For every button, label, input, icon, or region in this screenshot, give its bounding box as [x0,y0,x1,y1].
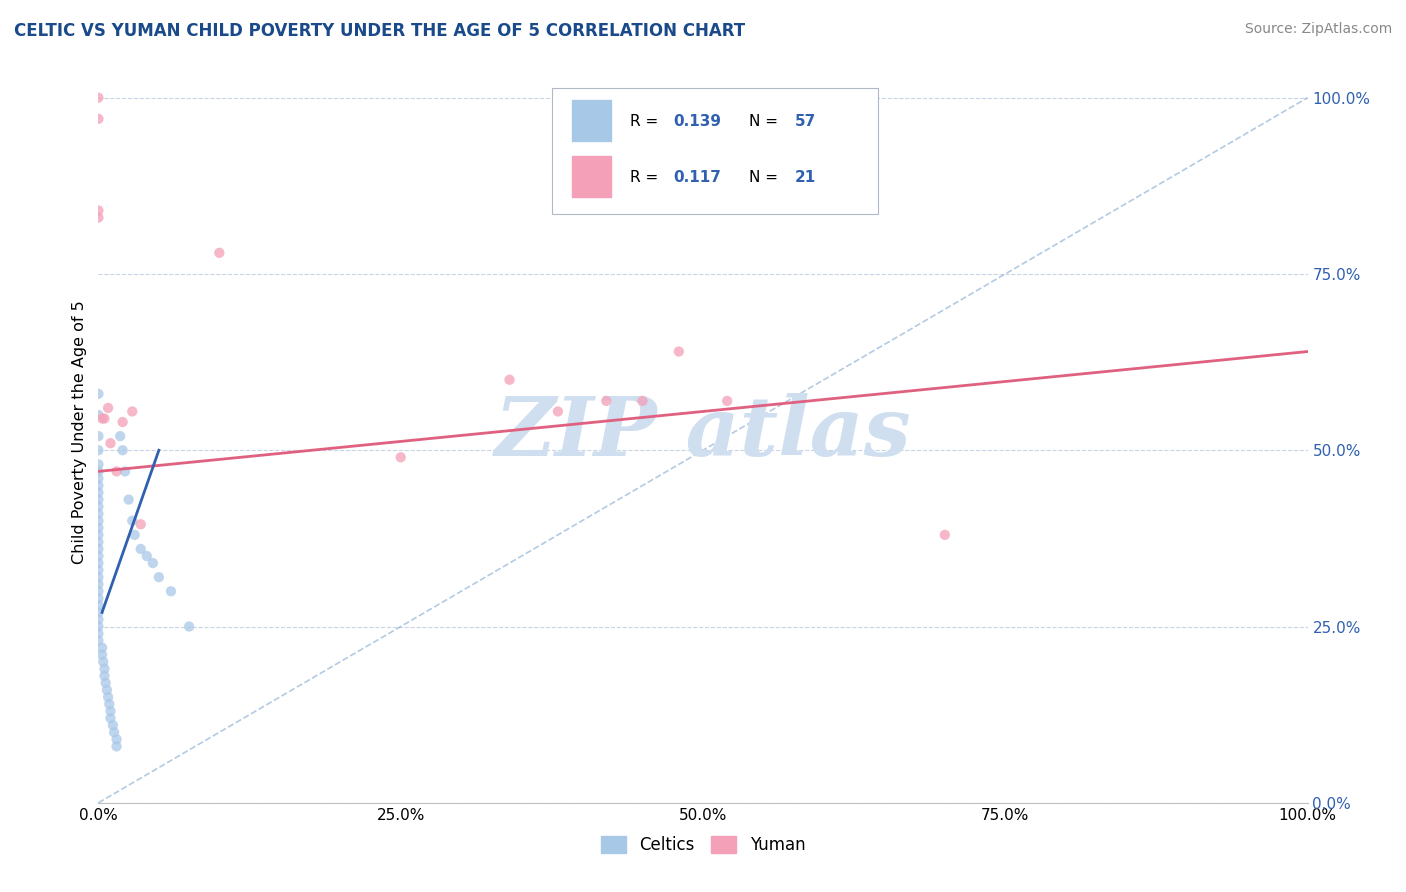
Point [87,612,110,626]
Point [129,541,152,556]
Text: ZIP atlas: ZIP atlas [495,392,911,473]
Point [100,704,122,718]
Point [93,662,115,676]
Point [87,599,110,613]
Point [105,732,128,747]
Text: N =: N = [749,114,783,129]
Point [87,464,110,478]
Bar [572,156,612,196]
Point [108,429,131,443]
Point [105,739,128,754]
Point [498,373,520,387]
Text: R =: R = [630,114,664,129]
Point [87,619,110,633]
Point [94,676,117,690]
Point [87,500,110,514]
Point [716,393,738,408]
Text: 21: 21 [794,169,815,185]
Point [87,429,110,443]
Point [87,211,110,225]
Point [87,541,110,556]
Point [87,626,110,640]
Point [100,711,122,725]
Point [87,521,110,535]
Point [160,584,183,599]
Point [87,387,110,401]
Text: 0.117: 0.117 [672,169,721,185]
Point [100,436,122,450]
Point [91,640,114,655]
Text: R =: R = [630,169,664,185]
Point [148,570,170,584]
Point [103,725,125,739]
Point [91,648,114,662]
Point [208,245,231,260]
Point [87,556,110,570]
Point [87,408,110,422]
Point [87,471,110,485]
Y-axis label: Child Poverty Under the Age of 5: Child Poverty Under the Age of 5 [72,301,87,565]
Point [97,401,120,415]
Point [87,549,110,563]
Legend: Celtics, Yuman: Celtics, Yuman [595,830,811,861]
Point [93,669,115,683]
Text: 57: 57 [794,114,815,129]
Point [87,443,110,458]
Point [91,655,114,669]
Point [547,404,569,418]
Point [87,507,110,521]
Point [129,517,152,532]
Point [101,718,124,732]
Point [87,563,110,577]
Point [121,514,143,528]
Point [179,619,201,633]
Text: N =: N = [749,169,783,185]
Point [114,464,136,478]
Point [111,443,134,458]
Text: 0.139: 0.139 [672,114,721,129]
Point [87,492,110,507]
Point [87,528,110,542]
Point [91,411,114,425]
Point [87,514,110,528]
Text: CELTIC VS YUMAN CHILD POVERTY UNDER THE AGE OF 5 CORRELATION CHART: CELTIC VS YUMAN CHILD POVERTY UNDER THE … [14,22,745,40]
Point [87,203,110,218]
FancyBboxPatch shape [551,88,879,214]
Point [97,690,120,704]
Point [87,633,110,648]
Point [934,528,956,542]
Point [87,458,110,472]
Point [98,697,121,711]
Point [121,404,143,418]
Point [668,344,690,359]
Point [87,535,110,549]
Point [595,393,617,408]
Point [87,584,110,599]
Point [142,556,165,570]
Point [124,528,146,542]
Point [93,411,115,425]
Point [87,91,110,105]
Point [87,591,110,606]
Point [87,577,110,591]
Point [87,606,110,620]
Point [111,415,134,429]
Point [87,570,110,584]
Point [87,485,110,500]
Point [87,112,110,126]
Text: Source: ZipAtlas.com: Source: ZipAtlas.com [1244,22,1392,37]
Point [135,549,157,563]
Point [389,450,412,465]
Point [631,393,654,408]
Point [87,478,110,492]
Point [96,683,118,698]
Point [118,492,141,507]
Point [105,464,128,478]
Bar [572,100,612,141]
